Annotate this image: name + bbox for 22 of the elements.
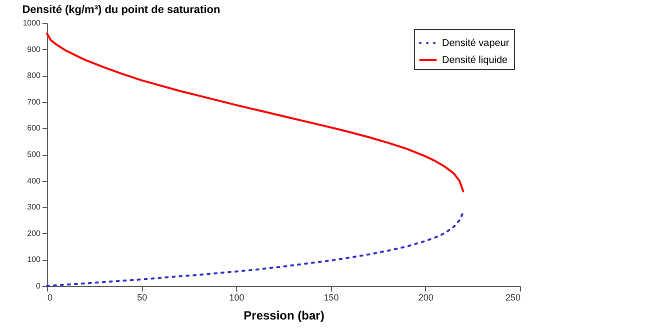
y-tick-label: 100 — [27, 255, 42, 264]
legend-label: Densité liquide — [442, 55, 508, 66]
y-tick-label: 700 — [27, 97, 42, 106]
x-tick-label: 50 — [137, 292, 148, 302]
y-tick-label: 800 — [27, 71, 42, 80]
x-tick-label: 150 — [324, 292, 339, 302]
y-tick-label: 0 — [36, 282, 42, 290]
legend-label: Densité vapeur — [442, 38, 510, 49]
x-axis-title: Pression (bar) — [244, 308, 324, 322]
y-tick-label: 900 — [27, 44, 42, 54]
y-tick-label: 300 — [27, 202, 42, 212]
y-tick-label: 500 — [27, 150, 42, 159]
chart-title: Densité (kg/m³) du point de saturation — [22, 4, 220, 16]
y-tick-label: 1000 — [22, 18, 42, 28]
line-series — [46, 211, 464, 287]
x-tick-label: 200 — [418, 292, 434, 302]
x-tick-label: 0 — [48, 292, 53, 302]
y-tick-label: 600 — [27, 124, 42, 133]
x-tick-label: 100 — [229, 292, 244, 302]
y-tick-label: 200 — [27, 228, 42, 238]
y-tick-label: 400 — [27, 176, 42, 186]
x-tick-label: 250 — [505, 292, 520, 302]
